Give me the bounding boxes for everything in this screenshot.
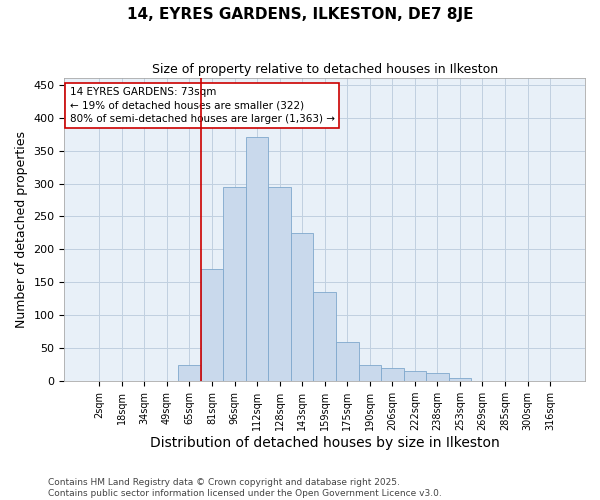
- Bar: [291, 233, 313, 381]
- Bar: [246, 138, 268, 381]
- Bar: [381, 368, 404, 381]
- Bar: [359, 364, 381, 381]
- X-axis label: Distribution of detached houses by size in Ilkeston: Distribution of detached houses by size …: [150, 436, 500, 450]
- Text: Contains HM Land Registry data © Crown copyright and database right 2025.
Contai: Contains HM Land Registry data © Crown c…: [48, 478, 442, 498]
- Bar: [201, 269, 223, 381]
- Bar: [313, 292, 336, 381]
- Text: 14 EYRES GARDENS: 73sqm
← 19% of detached houses are smaller (322)
80% of semi-d: 14 EYRES GARDENS: 73sqm ← 19% of detache…: [70, 87, 335, 124]
- Bar: [223, 187, 246, 381]
- Title: Size of property relative to detached houses in Ilkeston: Size of property relative to detached ho…: [152, 62, 498, 76]
- Bar: [449, 378, 471, 381]
- Bar: [268, 187, 291, 381]
- Bar: [178, 364, 201, 381]
- Bar: [404, 372, 426, 381]
- Bar: [336, 342, 359, 381]
- Bar: [426, 372, 449, 381]
- Text: 14, EYRES GARDENS, ILKESTON, DE7 8JE: 14, EYRES GARDENS, ILKESTON, DE7 8JE: [127, 8, 473, 22]
- Y-axis label: Number of detached properties: Number of detached properties: [15, 131, 28, 328]
